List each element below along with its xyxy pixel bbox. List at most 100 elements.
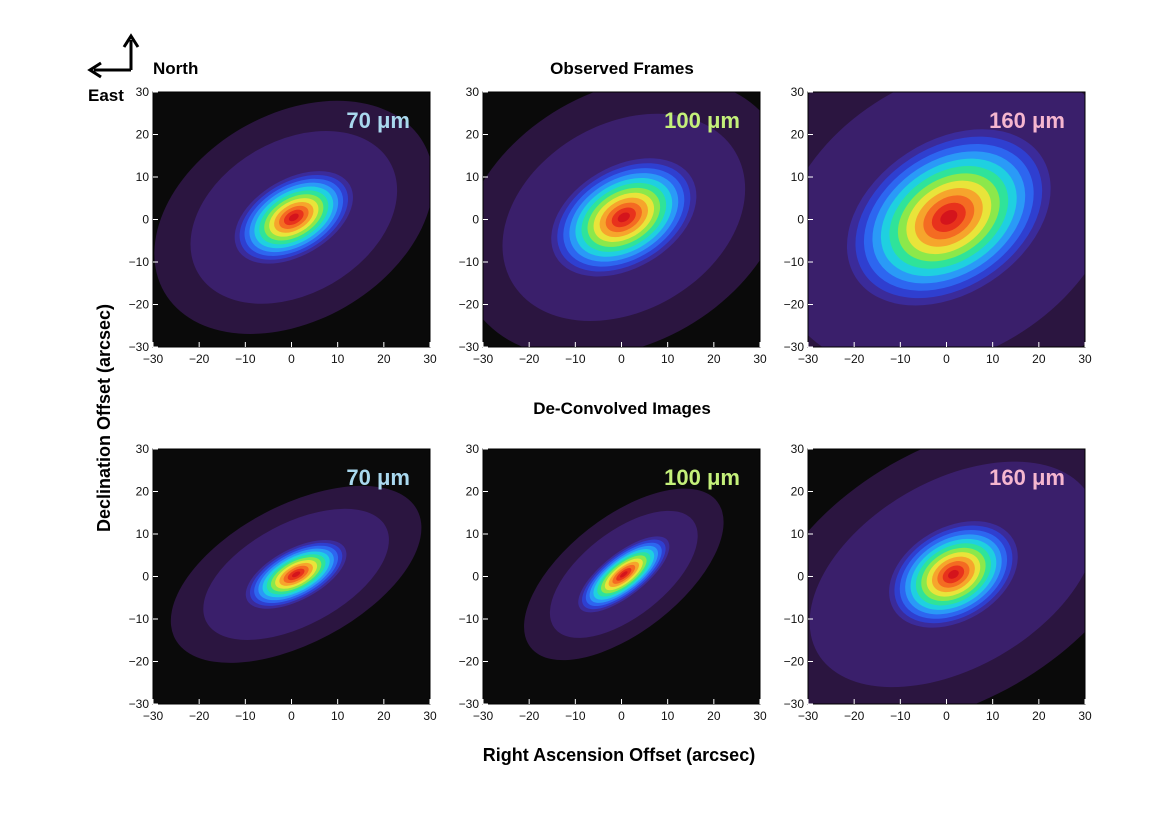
wavelength-label: 70 μm: [346, 108, 410, 133]
y-tick-label: 20: [791, 485, 805, 499]
x-tick-label: −20: [519, 352, 540, 366]
x-tick-label: 20: [707, 352, 721, 366]
wavelength-label: 70 μm: [346, 465, 410, 490]
y-tick-label: −10: [129, 255, 150, 269]
y-tick-label: 30: [136, 442, 150, 456]
contour-levels: [154, 100, 430, 334]
x-tick-label: −10: [565, 352, 586, 366]
contour-level: [948, 569, 959, 579]
y-axis-label: Declination Offset (arcsec): [94, 304, 114, 532]
x-tick-label: −30: [143, 709, 164, 723]
y-tick-label: 0: [142, 570, 149, 584]
x-tick-label: −30: [798, 709, 819, 723]
panel: −30 −20 −10 0 10 20 30 −30 −20 −10 0 10 20 30 160 μm: [784, 442, 1092, 723]
y-tick-label: −20: [459, 298, 480, 312]
row-title-deconvolved: De-Convolved Images: [533, 399, 711, 418]
y-tick-label: −10: [784, 255, 805, 269]
x-tick-label: −20: [844, 352, 865, 366]
contour-levels: [808, 92, 1085, 347]
x-tick-label: 0: [618, 352, 625, 366]
contour-levels: [483, 92, 760, 347]
row-title-observed: Observed Frames: [550, 59, 694, 78]
x-tick-label: 0: [943, 352, 950, 366]
x-tick-label: −20: [189, 709, 210, 723]
y-tick-label: −20: [129, 655, 150, 669]
y-tick-label: 30: [791, 85, 805, 99]
x-tick-label: −10: [235, 352, 256, 366]
y-tick-label: −30: [784, 340, 805, 354]
x-tick-label: 30: [753, 352, 767, 366]
contour-level: [617, 212, 630, 223]
x-tick-label: 20: [1032, 352, 1046, 366]
contour-levels: [808, 449, 1085, 704]
panel: −30 −20 −10 0 10 20 30 −30 −20 −10 0 10 20 30 100 μm: [459, 442, 767, 723]
x-tick-label: 10: [986, 709, 1000, 723]
y-tick-label: −30: [129, 340, 150, 354]
panel: −30 −20 −10 0 10 20 30 −30 −20 −10 0 10 20 30 100 μm: [459, 85, 767, 366]
y-tick-label: 30: [466, 442, 480, 456]
wavelength-label: 160 μm: [989, 465, 1065, 490]
x-tick-label: 20: [377, 709, 391, 723]
x-tick-label: −20: [189, 352, 210, 366]
x-tick-label: 0: [288, 709, 295, 723]
contour-level: [291, 571, 301, 578]
x-tick-label: 10: [661, 352, 675, 366]
x-tick-label: −30: [798, 352, 819, 366]
contour-level: [620, 571, 628, 578]
y-tick-label: 0: [472, 570, 479, 584]
x-tick-label: −20: [519, 709, 540, 723]
compass: North East: [87, 33, 198, 105]
x-tick-label: 30: [423, 709, 437, 723]
x-axis-label: Right Ascension Offset (arcsec): [483, 745, 755, 765]
contour-level: [940, 210, 958, 225]
y-tick-label: −10: [459, 255, 480, 269]
contour-levels: [524, 488, 724, 661]
x-tick-label: 20: [707, 709, 721, 723]
wavelength-label: 100 μm: [664, 465, 740, 490]
y-tick-label: 10: [466, 527, 480, 541]
y-tick-label: 20: [466, 485, 480, 499]
x-tick-label: −30: [473, 352, 494, 366]
x-tick-label: −10: [565, 709, 586, 723]
x-tick-label: 0: [618, 709, 625, 723]
compass-north-label: North: [153, 59, 198, 78]
y-tick-label: −20: [784, 298, 805, 312]
x-tick-label: 30: [1078, 709, 1092, 723]
x-tick-label: 20: [1032, 709, 1046, 723]
y-tick-label: 10: [136, 527, 150, 541]
wavelength-label: 160 μm: [989, 108, 1065, 133]
x-tick-label: 0: [288, 352, 295, 366]
y-tick-label: 0: [142, 213, 149, 227]
wavelength-label: 100 μm: [664, 108, 740, 133]
y-tick-label: 10: [791, 170, 805, 184]
y-tick-label: 30: [791, 442, 805, 456]
compass-east-label: East: [88, 86, 124, 105]
y-tick-label: 20: [136, 128, 150, 142]
y-tick-label: −30: [129, 697, 150, 711]
x-tick-label: −30: [143, 352, 164, 366]
x-tick-label: 10: [661, 709, 675, 723]
x-tick-label: 0: [943, 709, 950, 723]
x-tick-label: 10: [331, 352, 345, 366]
y-tick-label: −20: [784, 655, 805, 669]
x-tick-label: 20: [377, 352, 391, 366]
y-tick-label: 0: [797, 213, 804, 227]
y-tick-label: 20: [791, 128, 805, 142]
y-tick-label: −20: [459, 655, 480, 669]
x-tick-label: 30: [423, 352, 437, 366]
y-tick-label: 0: [472, 213, 479, 227]
y-tick-label: −30: [459, 340, 480, 354]
x-tick-label: 10: [331, 709, 345, 723]
x-tick-label: 30: [753, 709, 767, 723]
y-tick-label: 10: [136, 170, 150, 184]
y-tick-label: −20: [129, 298, 150, 312]
panels: −30 −20 −10 0 10 20 30 −30 −20 −10 0 10 20 30 70 μm −30…: [129, 85, 1092, 723]
y-tick-label: −30: [459, 697, 480, 711]
panel: −30 −20 −10 0 10 20 30 −30 −20 −10 0 10 20 30 70 μm: [129, 442, 437, 723]
x-tick-label: −10: [890, 352, 911, 366]
x-tick-label: 10: [986, 352, 1000, 366]
y-tick-label: −10: [129, 612, 150, 626]
y-tick-label: 10: [466, 170, 480, 184]
y-tick-label: 10: [791, 527, 805, 541]
